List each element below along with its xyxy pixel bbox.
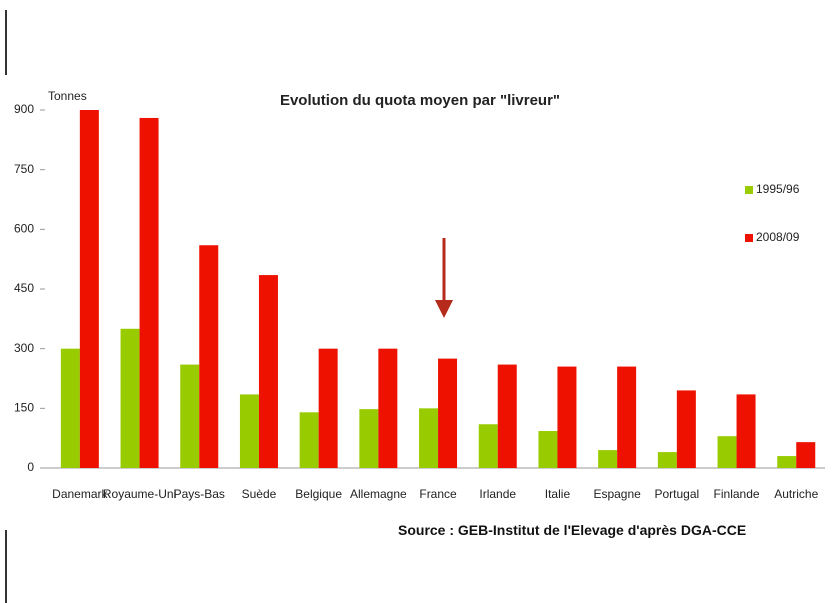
bar [717,436,737,468]
bar [478,424,498,468]
bar [557,366,577,468]
bar [199,245,219,468]
x-tick-label: Autriche [774,487,818,501]
legend-swatch [745,234,753,242]
bar [318,348,338,468]
bar [359,409,379,468]
x-tick-label: Portugal [654,487,699,501]
bar [120,328,140,468]
y-tick-label: 450 [14,281,34,295]
y-tick-label: 300 [14,341,34,355]
bar [497,364,517,468]
y-tick-label: 0 [27,460,34,474]
y-tick-label: 900 [14,102,34,116]
x-tick-label: Suède [242,487,277,501]
bar [299,412,319,468]
bar [676,390,696,468]
bar [796,442,816,468]
x-tick-label: Pays-Bas [174,487,225,501]
source-note: Source : GEB-Institut de l'Elevage d'apr… [398,522,747,538]
legend-swatch [745,186,753,194]
y-tick-label: 150 [14,401,34,415]
y-tick-label: 750 [14,162,34,176]
x-tick-label: Finlande [714,487,760,501]
legend-label: 2008/09 [756,230,800,244]
x-tick-label: Italie [545,487,571,501]
x-tick-label: Espagne [593,487,641,501]
bar [538,431,558,468]
bar [736,394,756,468]
y-tick-label: 600 [14,222,34,236]
bar [378,348,398,468]
x-tick-label: Irlande [479,487,516,501]
bar [239,394,259,468]
x-tick-label: Allemagne [350,487,407,501]
bar [438,358,458,468]
bar [139,117,159,468]
legend-label: 1995/96 [756,182,800,196]
x-tick-label: Royaume-Uni [103,487,176,501]
arrow-head [435,300,453,318]
bar [419,408,439,468]
y-axis-label: Tonnes [48,89,87,103]
bar [60,348,80,468]
bar [79,110,99,468]
chart-title: Evolution du quota moyen par "livreur" [280,92,560,109]
bar [657,452,677,468]
bar [258,275,278,468]
x-tick-label: Belgique [295,487,342,501]
bar [617,366,637,468]
bar [180,364,200,468]
bar [777,456,797,468]
bar [598,450,618,468]
x-tick-label: France [419,487,457,501]
x-tick-label: Danemark [52,487,108,501]
